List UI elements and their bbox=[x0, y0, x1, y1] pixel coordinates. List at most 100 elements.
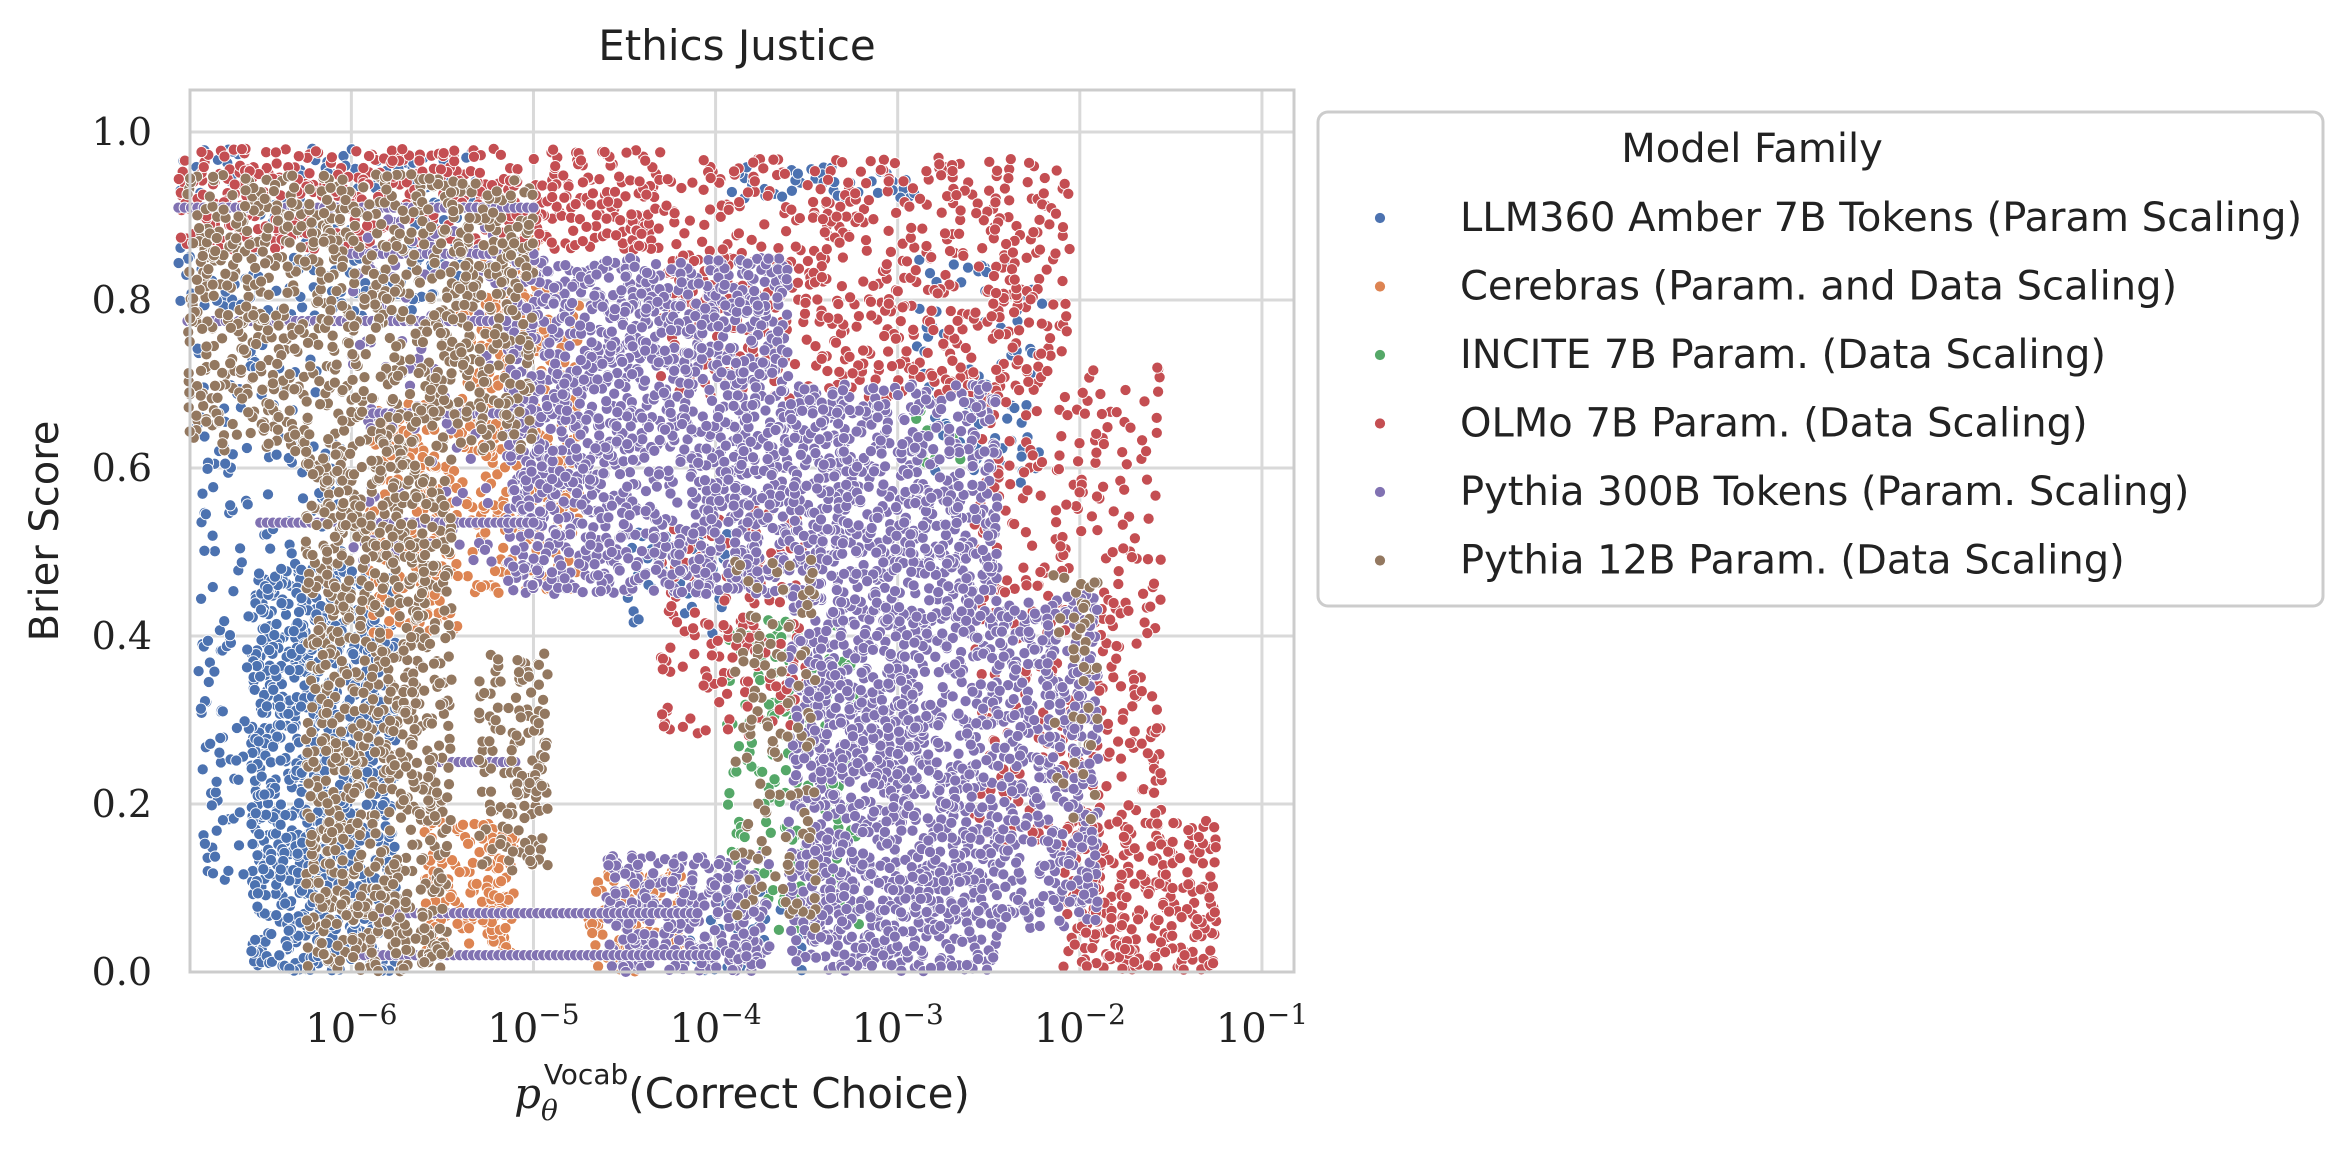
data-point bbox=[1012, 354, 1025, 367]
data-point bbox=[884, 245, 897, 258]
data-point bbox=[202, 675, 215, 689]
data-point bbox=[785, 203, 798, 216]
data-point bbox=[495, 875, 508, 888]
data-point bbox=[1004, 153, 1017, 166]
data-point bbox=[1112, 565, 1125, 578]
data-point bbox=[1204, 944, 1217, 957]
data-point bbox=[1107, 505, 1120, 518]
data-point bbox=[172, 172, 185, 186]
data-point bbox=[274, 700, 287, 713]
data-point bbox=[1135, 737, 1148, 750]
data-point bbox=[1052, 463, 1065, 476]
data-point bbox=[545, 236, 558, 249]
data-point bbox=[493, 891, 506, 905]
data-point bbox=[654, 146, 667, 159]
data-point bbox=[267, 740, 280, 753]
data-point bbox=[1044, 332, 1057, 345]
data-point bbox=[1146, 854, 1159, 867]
data-point bbox=[199, 508, 212, 521]
data-point bbox=[362, 149, 376, 163]
data-point bbox=[864, 295, 877, 308]
data-point bbox=[201, 634, 215, 647]
data-point bbox=[1033, 243, 1047, 256]
data-point bbox=[1047, 298, 1060, 311]
data-point bbox=[195, 145, 208, 159]
data-point bbox=[1035, 317, 1048, 330]
data-point bbox=[833, 236, 846, 249]
data-point bbox=[705, 649, 718, 662]
data-point bbox=[697, 183, 710, 196]
data-point bbox=[350, 145, 363, 158]
data-point bbox=[842, 176, 855, 189]
data-point bbox=[1196, 857, 1209, 870]
data-point bbox=[1120, 891, 1133, 904]
data-point bbox=[593, 429, 606, 442]
data-point bbox=[252, 735, 265, 748]
data-point bbox=[1118, 943, 1132, 956]
data-point bbox=[1053, 449, 1066, 462]
data-point bbox=[172, 256, 185, 270]
data-point bbox=[280, 831, 293, 844]
data-point bbox=[697, 154, 710, 167]
data-point bbox=[815, 271, 828, 284]
data-point bbox=[844, 291, 857, 304]
data-point bbox=[1136, 434, 1149, 447]
data-point bbox=[1076, 386, 1089, 399]
data-point bbox=[1151, 361, 1164, 374]
data-point bbox=[1013, 384, 1026, 397]
data-point bbox=[788, 358, 802, 371]
data-point bbox=[704, 171, 717, 185]
data-point bbox=[497, 541, 510, 554]
data-point bbox=[754, 674, 767, 687]
data-point bbox=[224, 499, 237, 512]
data-point bbox=[234, 542, 247, 555]
data-point bbox=[273, 949, 286, 962]
data-point bbox=[1072, 455, 1085, 468]
data-point bbox=[204, 737, 217, 750]
data-point bbox=[721, 723, 735, 736]
data-point bbox=[836, 251, 849, 264]
data-point bbox=[1135, 685, 1148, 698]
data-point bbox=[927, 323, 940, 337]
data-point bbox=[216, 705, 229, 718]
data-point bbox=[862, 194, 875, 207]
data-point bbox=[586, 926, 599, 940]
data-point bbox=[860, 177, 873, 190]
data-point bbox=[676, 660, 689, 673]
data-point bbox=[938, 227, 952, 240]
data-point bbox=[1005, 263, 1019, 276]
data-point bbox=[1030, 405, 1043, 418]
data-point bbox=[275, 597, 288, 610]
data-point bbox=[242, 610, 255, 623]
data-point bbox=[574, 154, 588, 167]
data-point bbox=[1152, 385, 1165, 398]
data-point bbox=[882, 297, 895, 310]
data-point bbox=[969, 306, 982, 319]
data-point bbox=[741, 186, 755, 199]
data-point bbox=[1027, 226, 1040, 239]
data-point bbox=[463, 937, 476, 950]
data-point bbox=[596, 928, 609, 941]
data-point bbox=[492, 586, 505, 599]
data-points bbox=[172, 142, 1223, 978]
data-point bbox=[241, 643, 254, 656]
data-point bbox=[584, 198, 597, 211]
data-point bbox=[721, 798, 735, 811]
data-point bbox=[983, 155, 996, 168]
data-point bbox=[890, 206, 903, 219]
data-point bbox=[881, 185, 894, 198]
data-point bbox=[906, 182, 919, 195]
data-point bbox=[240, 661, 254, 674]
data-point bbox=[1002, 172, 1015, 185]
data-point bbox=[773, 596, 786, 609]
data-point bbox=[639, 154, 652, 167]
data-point bbox=[818, 226, 831, 239]
data-point bbox=[360, 798, 373, 811]
data-point bbox=[1075, 525, 1088, 538]
data-point bbox=[723, 713, 736, 726]
data-point bbox=[859, 234, 873, 247]
data-point bbox=[1058, 390, 1071, 404]
data-point bbox=[292, 797, 306, 810]
data-point bbox=[1001, 412, 1014, 425]
data-point bbox=[261, 488, 275, 501]
